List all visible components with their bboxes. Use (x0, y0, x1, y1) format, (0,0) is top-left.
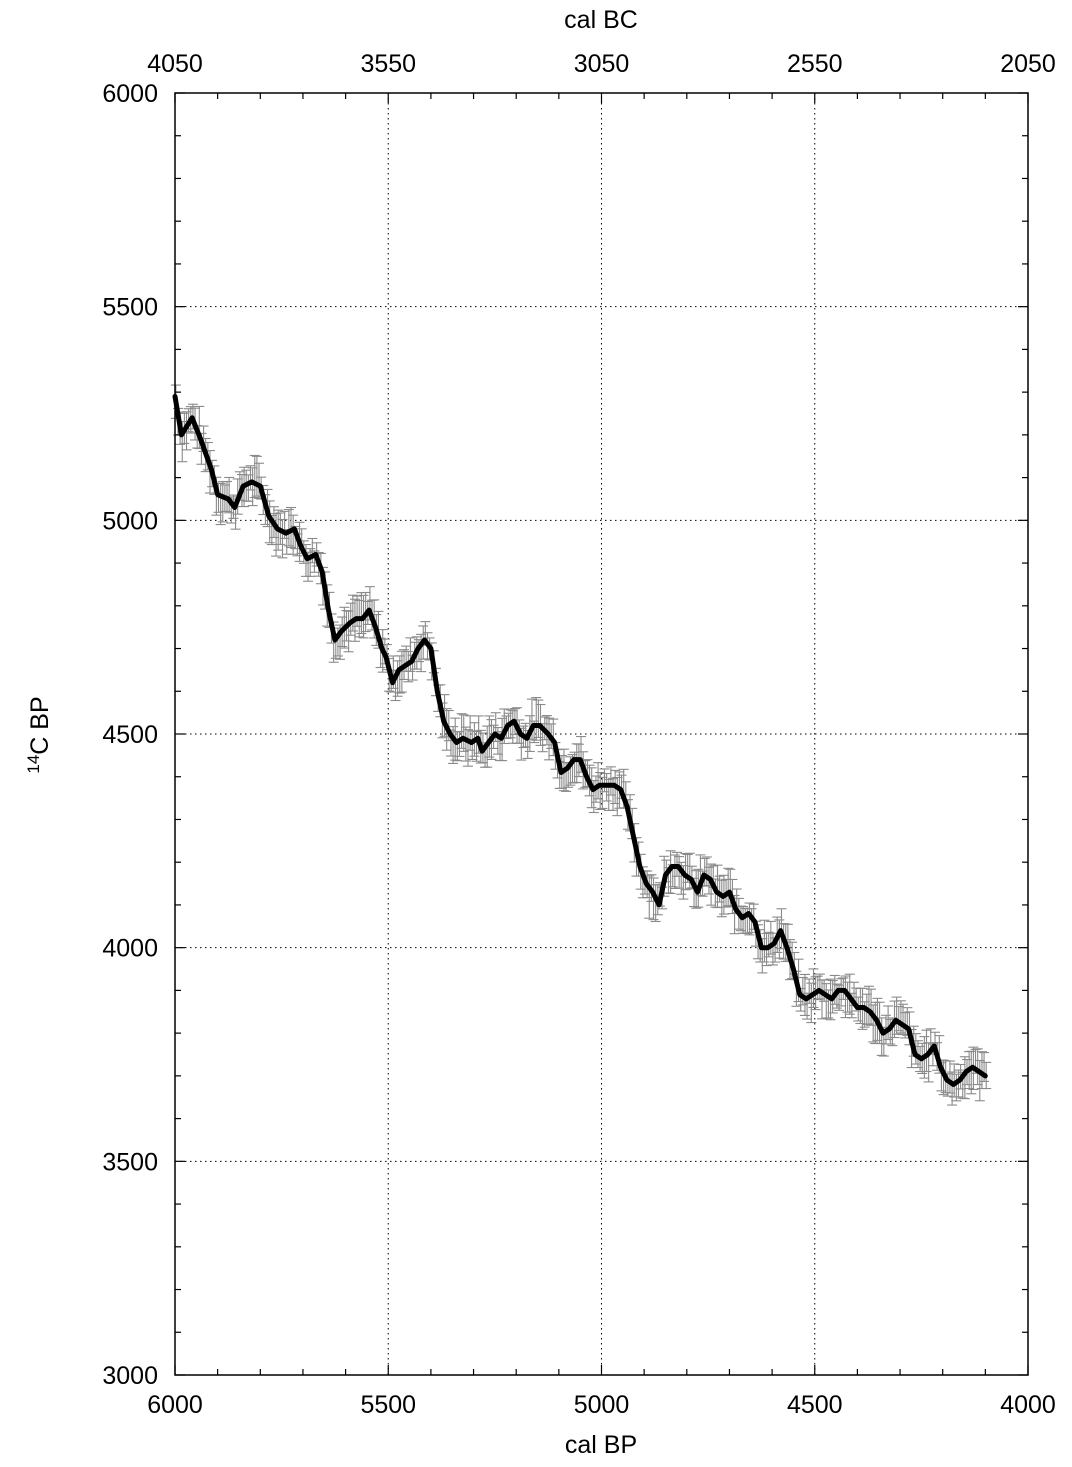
top-axis-title: cal BC (564, 6, 638, 34)
error-bar (243, 474, 254, 502)
error-bar (891, 996, 902, 1035)
error-bar (774, 919, 785, 959)
error-bar (271, 513, 282, 557)
x-tick-label: 4000 (1000, 1391, 1056, 1419)
error-bar (597, 776, 608, 809)
error-bar (392, 660, 403, 697)
error-bar (288, 514, 299, 555)
error-bar (460, 726, 471, 762)
error-bars (170, 384, 992, 1106)
error-bar (605, 766, 616, 796)
error-bar (599, 768, 610, 793)
error-bar (947, 1071, 958, 1106)
error-bar (898, 1003, 909, 1036)
error-bar (595, 772, 606, 811)
error-bar (249, 454, 260, 499)
x-tick-label: 4500 (787, 1391, 843, 1419)
x-tick-label: 5500 (360, 1391, 416, 1419)
error-bar (286, 506, 297, 549)
error-bar (245, 465, 256, 491)
error-bar (808, 968, 819, 1008)
error-bar (712, 864, 723, 909)
error-bar (876, 1017, 887, 1056)
error-bar (669, 854, 680, 890)
y-tick-label: 3500 (102, 1148, 158, 1176)
axis-ticks (174, 92, 1029, 1376)
y-tick-label: 5500 (102, 294, 158, 322)
error-bar (593, 762, 604, 800)
error-bar (347, 594, 358, 632)
error-bar (966, 1050, 977, 1095)
bottom-axis-title: cal BP (565, 1431, 637, 1459)
error-bar (352, 595, 363, 627)
error-bar (456, 713, 467, 749)
error-bar (921, 1029, 932, 1073)
error-bar (448, 726, 459, 764)
y-tick-label: 6000 (102, 80, 158, 108)
gridlines (175, 93, 1028, 1375)
error-bar (217, 481, 228, 523)
error-bar (959, 1056, 970, 1100)
error-bar (883, 1005, 894, 1041)
error-bar (247, 467, 258, 507)
x2-tick-label: 2050 (1000, 50, 1056, 78)
error-bar (806, 982, 817, 1024)
x-tick-label: 5000 (574, 1391, 630, 1419)
error-bar (759, 919, 770, 963)
error-bar (612, 776, 623, 817)
error-bar (895, 1000, 906, 1034)
error-bar (723, 867, 734, 907)
error-bar (463, 729, 474, 767)
error-bar (974, 1059, 985, 1102)
error-bar (866, 988, 877, 1026)
calibration-curve (172, 393, 988, 1087)
y-axis-title-main: C BP (26, 696, 54, 754)
error-bar (394, 655, 405, 694)
error-bar (403, 650, 414, 683)
x2-tick-label: 3050 (574, 50, 630, 78)
error-bar (829, 974, 840, 1005)
error-bar (893, 1005, 904, 1032)
error-bar (972, 1048, 983, 1086)
error-bar (797, 976, 808, 1006)
y-axis-title: 14C BP (24, 696, 54, 773)
error-bar (944, 1060, 955, 1094)
error-bar (533, 699, 544, 739)
error-bar (799, 973, 810, 1016)
error-bar (868, 1004, 879, 1043)
error-bar (467, 730, 478, 760)
error-bar (458, 714, 469, 752)
error-bar (814, 973, 825, 1000)
x2-tick-label: 4050 (147, 50, 203, 78)
y-axis-title-superscript: 14 (24, 755, 43, 774)
x2-tick-label: 2550 (787, 50, 843, 78)
y-tick-label: 4000 (102, 935, 158, 963)
error-bar (454, 731, 465, 757)
error-bar (345, 602, 356, 636)
y-tick-label: 5000 (102, 507, 158, 535)
tick-labels: 6000 5500 5000 4500 4000 4050 3550 3050 2550 2050… (102, 50, 1055, 1419)
error-bar (701, 856, 712, 887)
y-tick-label: 3000 (102, 1362, 158, 1390)
error-bar (465, 715, 476, 751)
x2-tick-label: 3550 (360, 50, 416, 78)
error-bar (484, 715, 495, 758)
error-bar (405, 637, 416, 672)
y-tick-label: 4500 (102, 721, 158, 749)
x-tick-label: 6000 (147, 1391, 203, 1419)
